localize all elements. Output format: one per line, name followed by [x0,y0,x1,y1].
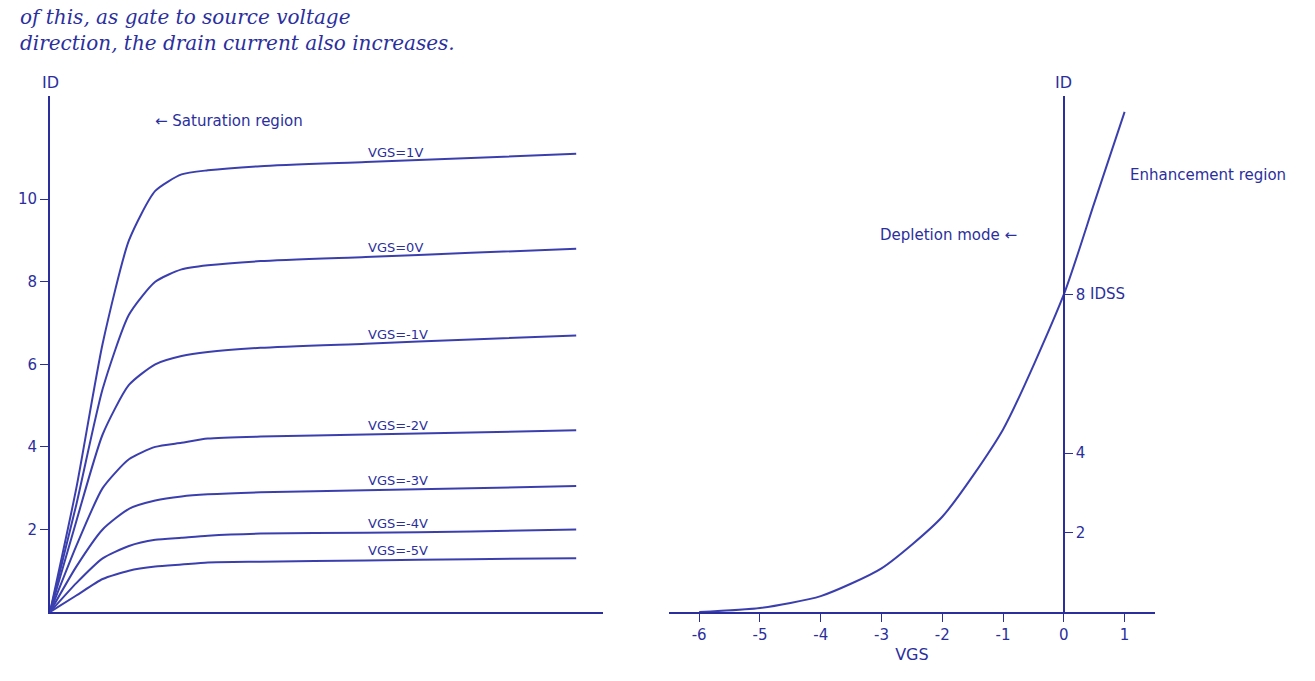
svg-text:4: 4 [27,438,37,456]
svg-text:VGS=-4V: VGS=-4V [368,516,428,531]
svg-text:VGS=-5V: VGS=-5V [368,543,428,558]
html-text:direction, the drain current a: direction, the drain current also increa… [20,31,455,55]
svg-text:8: 8 [1076,286,1086,304]
svg-text:-2: -2 [935,626,950,644]
svg-text:VGS=-1V: VGS=-1V [368,327,428,342]
svg-text:-1: -1 [996,626,1011,644]
svg-text:← Saturation region: ← Saturation region [155,112,303,130]
svg-text:6: 6 [27,356,37,374]
svg-text:Depletion mode ←: Depletion mode ← [880,226,1017,244]
svg-text:IDSS: IDSS [1090,285,1125,303]
svg-text:-5: -5 [752,626,767,644]
svg-text:2: 2 [1076,524,1086,542]
svg-text:VGS=-2V: VGS=-2V [368,418,428,433]
svg-text:0: 0 [1059,626,1069,644]
svg-text:-4: -4 [813,626,828,644]
svg-text:VGS=1V: VGS=1V [368,145,423,160]
svg-text:ID: ID [1055,73,1072,92]
svg-text:2: 2 [27,521,37,539]
svg-text:4: 4 [1076,444,1086,462]
svg-text:10: 10 [18,190,37,208]
svg-text:VGS=0V: VGS=0V [368,240,423,255]
svg-text:8: 8 [27,273,37,291]
svg-text:-6: -6 [692,626,707,644]
svg-text:1: 1 [1120,626,1130,644]
svg-text:-3: -3 [874,626,889,644]
html-text:of this, as gate to source vol: of this, as gate to source voltage [20,5,351,29]
svg-text:Enhancement region: Enhancement region [1130,166,1286,184]
svg-text:VGS: VGS [895,645,929,664]
svg-text:ID: ID [42,73,59,92]
svg-text:VGS=-3V: VGS=-3V [368,473,428,488]
